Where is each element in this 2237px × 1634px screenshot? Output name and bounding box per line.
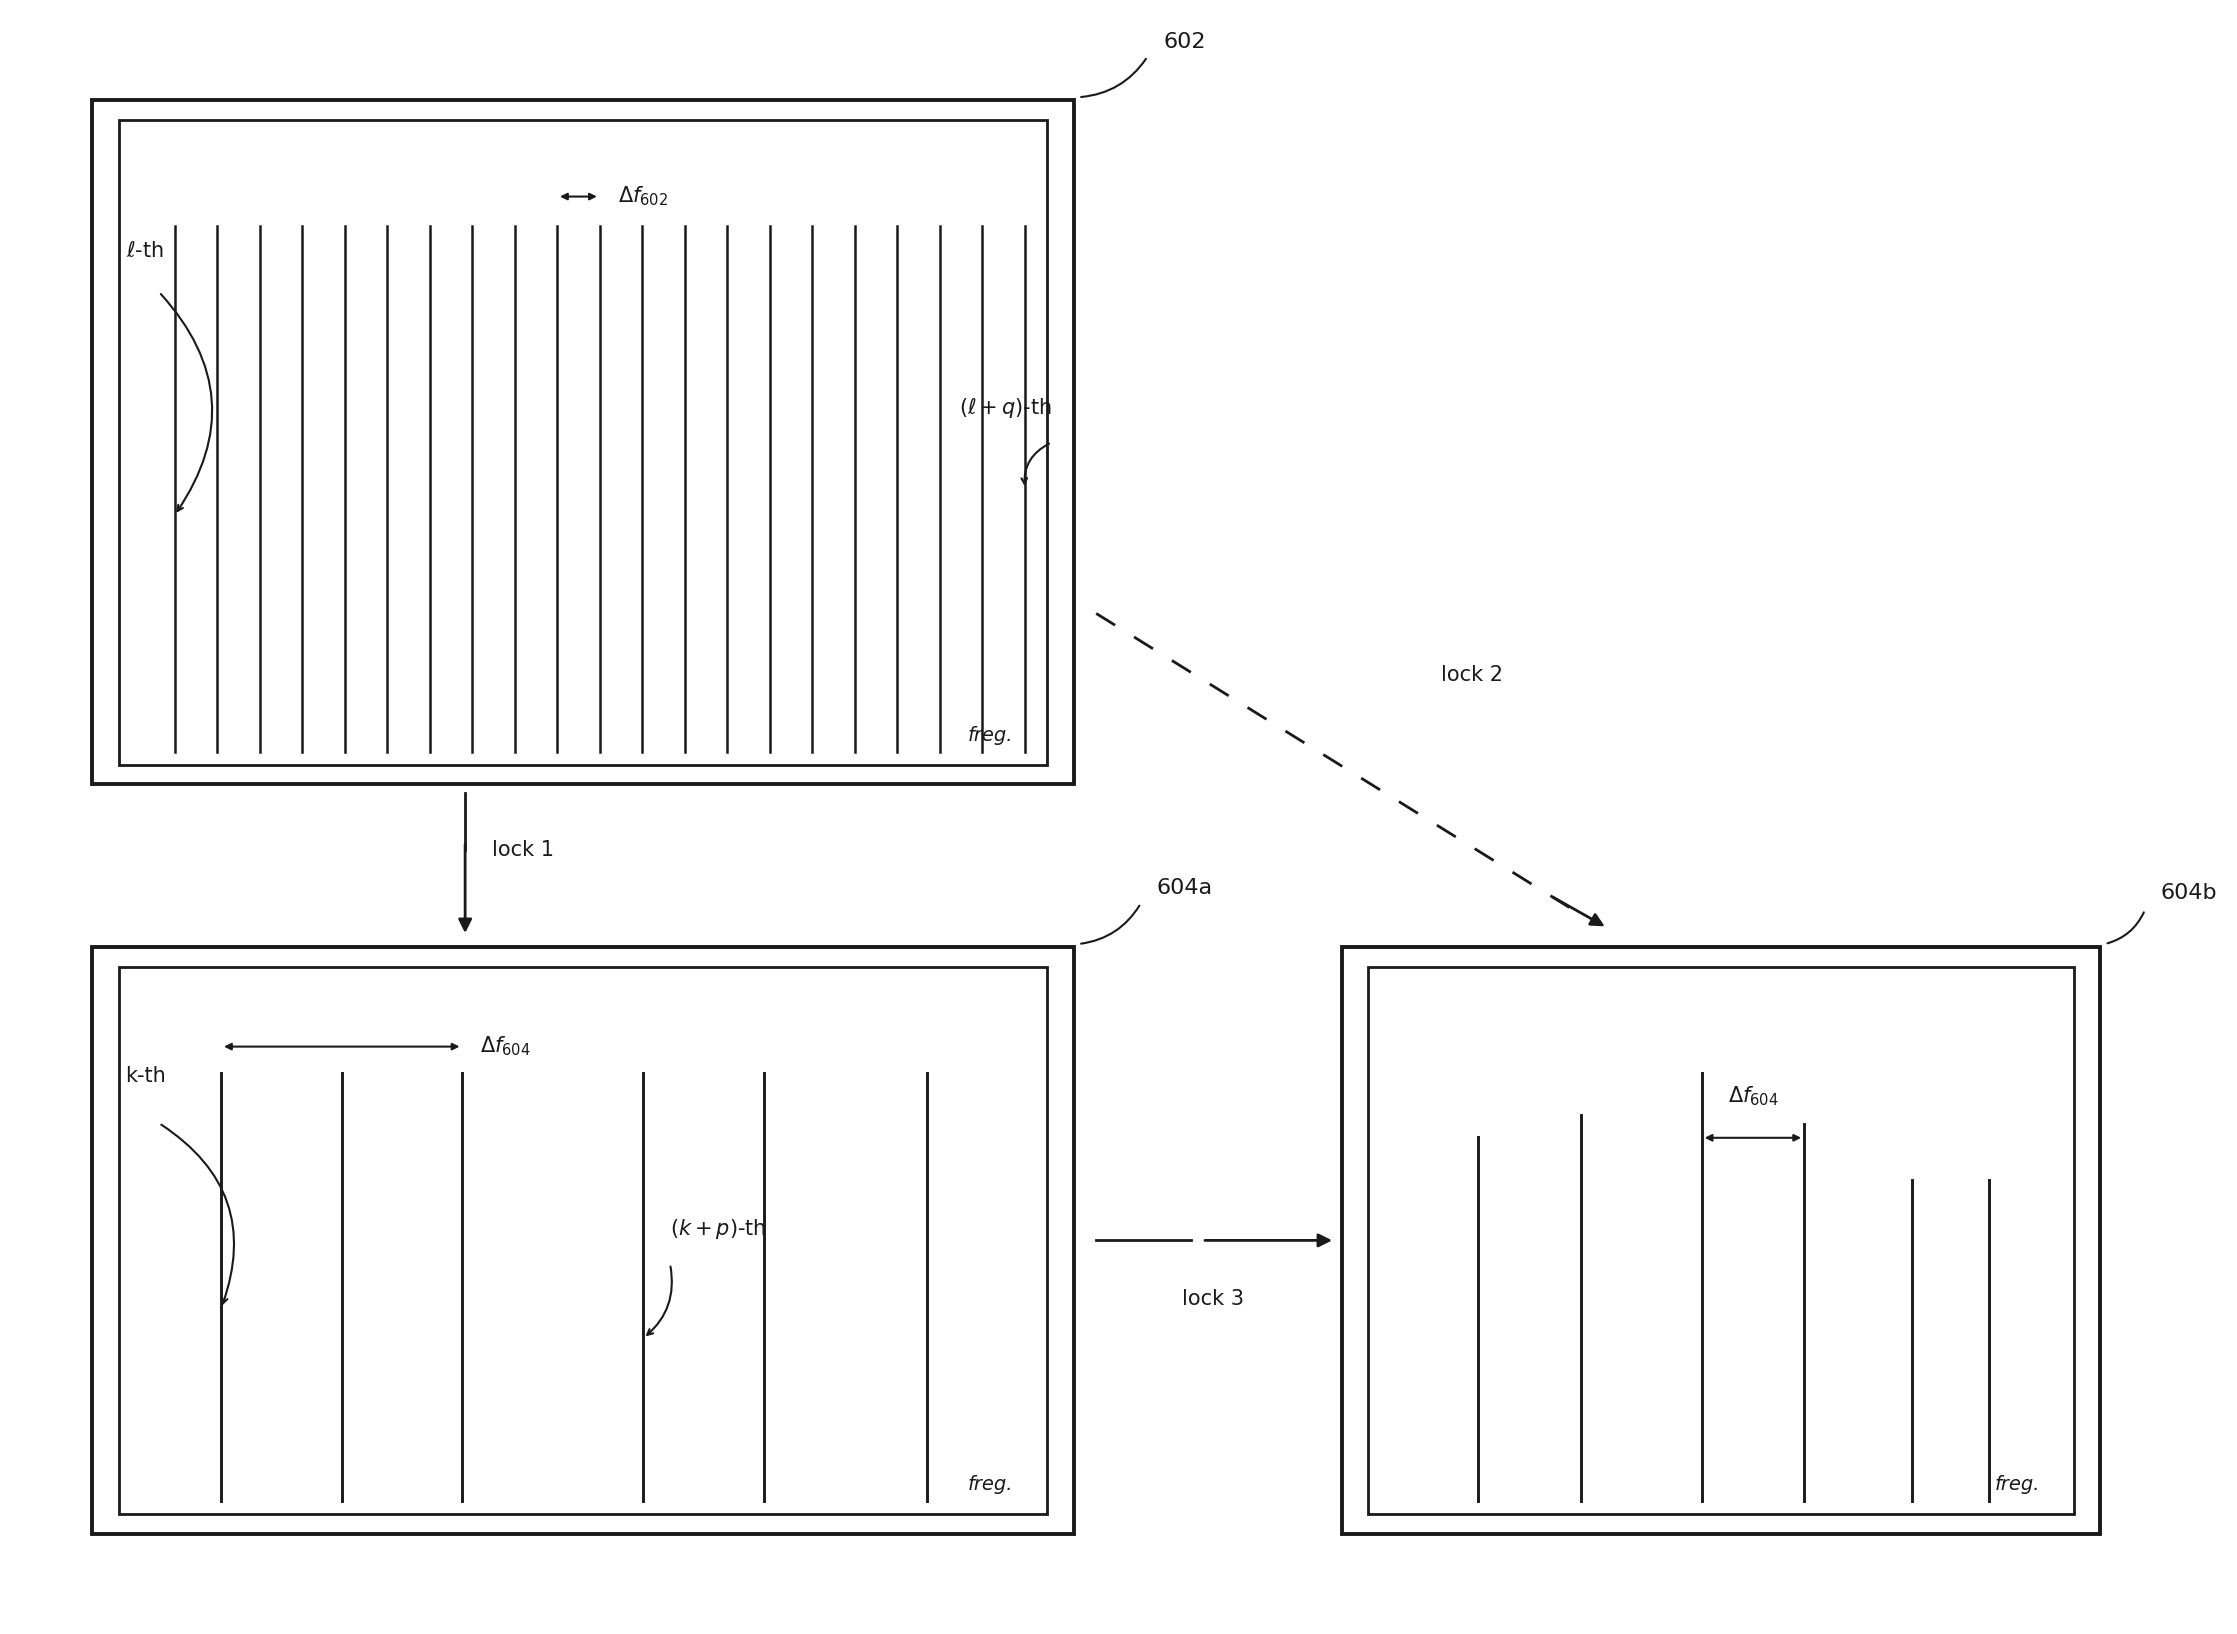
Text: k-th: k-th <box>125 1067 166 1087</box>
Bar <box>92 948 1074 1534</box>
Text: $(\ell+q)$-th: $(\ell+q)$-th <box>960 397 1051 420</box>
Text: $\Delta f_{604}$: $\Delta f_{604}$ <box>1727 1085 1778 1108</box>
Bar <box>119 967 1047 1515</box>
Text: 604a: 604a <box>1157 879 1212 899</box>
Text: freg.: freg. <box>969 727 1013 745</box>
Bar <box>119 119 1047 765</box>
Text: lock 3: lock 3 <box>1183 1289 1244 1309</box>
Text: $\Delta f_{604}$: $\Delta f_{604}$ <box>481 1034 530 1059</box>
Bar <box>1342 948 2101 1534</box>
Text: lock 2: lock 2 <box>1441 665 1503 685</box>
Bar <box>92 100 1074 784</box>
Bar <box>1369 967 2074 1515</box>
Text: $\Delta f_{602}$: $\Delta f_{602}$ <box>617 185 667 209</box>
Text: $\ell$-th: $\ell$-th <box>125 240 163 261</box>
Text: $(k+p)$-th: $(k+p)$-th <box>671 1217 767 1240</box>
Text: lock 1: lock 1 <box>492 840 555 859</box>
Text: freg.: freg. <box>1995 1476 2040 1495</box>
Text: freg.: freg. <box>969 1476 1013 1495</box>
Text: 604b: 604b <box>2161 884 2217 904</box>
Text: 602: 602 <box>1163 31 1206 52</box>
